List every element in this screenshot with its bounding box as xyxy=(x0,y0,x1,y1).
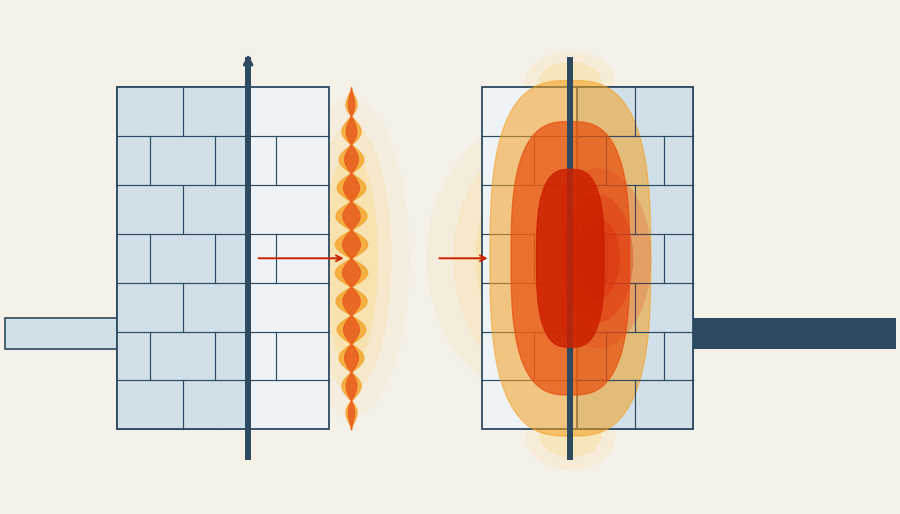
Ellipse shape xyxy=(539,62,602,103)
Ellipse shape xyxy=(575,217,620,299)
Bar xyxy=(482,87,693,429)
Ellipse shape xyxy=(526,398,616,470)
Bar xyxy=(245,57,251,460)
Polygon shape xyxy=(536,170,604,347)
Ellipse shape xyxy=(310,124,392,392)
Ellipse shape xyxy=(539,411,602,457)
Ellipse shape xyxy=(292,99,410,417)
Ellipse shape xyxy=(476,155,611,361)
Bar xyxy=(567,57,573,460)
Polygon shape xyxy=(490,81,651,436)
Ellipse shape xyxy=(427,117,661,400)
Bar xyxy=(577,87,693,429)
Ellipse shape xyxy=(562,194,634,323)
Bar xyxy=(4,318,117,349)
Polygon shape xyxy=(511,122,629,395)
Bar xyxy=(117,87,248,429)
Ellipse shape xyxy=(544,168,652,348)
Ellipse shape xyxy=(526,51,616,113)
Bar xyxy=(117,87,328,429)
Ellipse shape xyxy=(454,135,634,381)
Bar xyxy=(693,318,896,349)
Ellipse shape xyxy=(324,150,378,366)
